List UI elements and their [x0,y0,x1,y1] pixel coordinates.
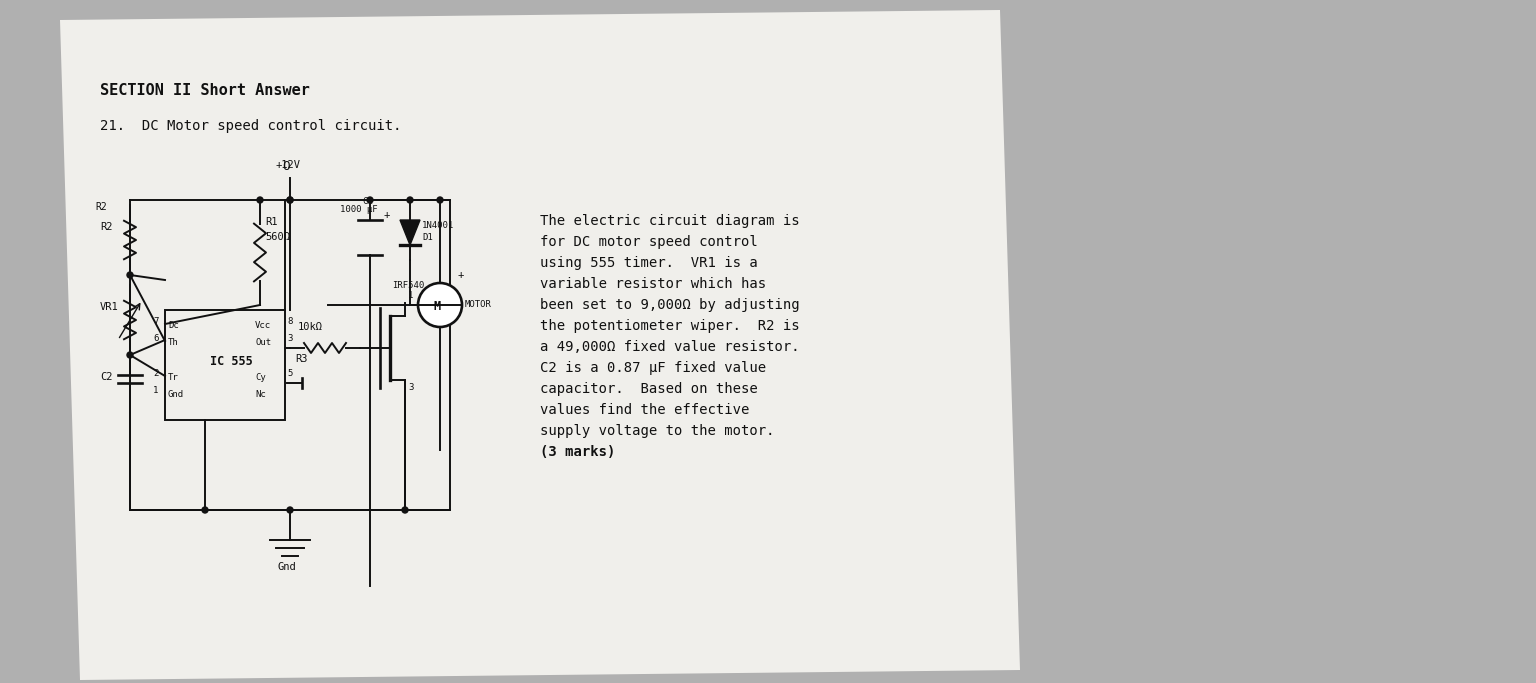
Text: using 555 timer.  VR1 is a: using 555 timer. VR1 is a [541,256,757,270]
Text: 5: 5 [287,369,292,378]
Circle shape [367,197,373,203]
Text: Dc: Dc [167,321,178,330]
Text: SECTION II Short Answer: SECTION II Short Answer [100,83,310,98]
Circle shape [407,197,413,203]
Circle shape [287,197,293,203]
Text: 10kΩ: 10kΩ [298,322,323,332]
Text: supply voltage to the motor.: supply voltage to the motor. [541,424,774,438]
Text: VR1: VR1 [100,302,118,312]
Text: Tr: Tr [167,373,178,382]
Text: IRF540: IRF540 [392,281,424,290]
Circle shape [287,507,293,513]
Text: a 49,000Ω fixed value resistor.: a 49,000Ω fixed value resistor. [541,340,800,354]
Text: Vcc: Vcc [255,321,272,330]
Text: variable resistor which has: variable resistor which has [541,277,766,291]
Text: Nc: Nc [255,390,266,399]
Text: 7: 7 [154,317,158,326]
Text: 3: 3 [409,383,413,392]
Circle shape [287,197,293,203]
Text: 1000 μF: 1000 μF [339,205,378,214]
Circle shape [127,352,134,358]
Text: R1: R1 [266,217,278,227]
Text: The electric circuit diagram is: The electric circuit diagram is [541,214,800,228]
Text: (3 marks): (3 marks) [541,445,616,459]
Text: 3: 3 [287,334,292,343]
Circle shape [402,507,409,513]
Polygon shape [60,10,1020,680]
Circle shape [438,197,442,203]
Text: values find the effective: values find the effective [541,403,750,417]
Text: Gnd: Gnd [167,390,184,399]
Text: 21.  DC Motor speed control circuit.: 21. DC Motor speed control circuit. [100,119,401,133]
Text: MOTOR: MOTOR [465,300,492,309]
Text: Cy: Cy [255,373,266,382]
Text: Out: Out [255,338,272,347]
Text: M: M [435,300,441,313]
Text: 8: 8 [287,317,292,326]
Text: the potentiometer wiper.  R2 is: the potentiometer wiper. R2 is [541,319,800,333]
Polygon shape [399,220,419,245]
Text: 1N4001: 1N4001 [422,221,455,230]
Text: capacitor.  Based on these: capacitor. Based on these [541,382,757,396]
Circle shape [257,197,263,203]
Text: +: + [458,270,464,280]
Text: 6: 6 [154,334,158,343]
Text: 1: 1 [154,386,158,395]
Text: R2: R2 [95,202,106,212]
Text: O: O [283,160,289,173]
Text: 560Ω: 560Ω [266,232,290,242]
Text: D1: D1 [422,233,433,242]
Text: for DC motor speed control: for DC motor speed control [541,235,757,249]
Circle shape [127,272,134,278]
Text: 2: 2 [154,369,158,378]
Text: IC 555: IC 555 [210,355,253,368]
Text: 1: 1 [409,291,413,300]
Text: C2 is a 0.87 μF fixed value: C2 is a 0.87 μF fixed value [541,361,766,375]
Text: Gnd: Gnd [278,562,296,572]
Text: C1: C1 [362,197,373,206]
Text: Th: Th [167,338,178,347]
Circle shape [418,283,462,327]
Text: been set to 9,000Ω by adjusting: been set to 9,000Ω by adjusting [541,298,800,312]
Circle shape [203,507,207,513]
Text: +: + [384,210,390,220]
Text: +12V: +12V [276,160,301,170]
Text: R3: R3 [295,354,307,364]
Text: C2: C2 [100,372,112,382]
Text: R2: R2 [100,222,112,232]
